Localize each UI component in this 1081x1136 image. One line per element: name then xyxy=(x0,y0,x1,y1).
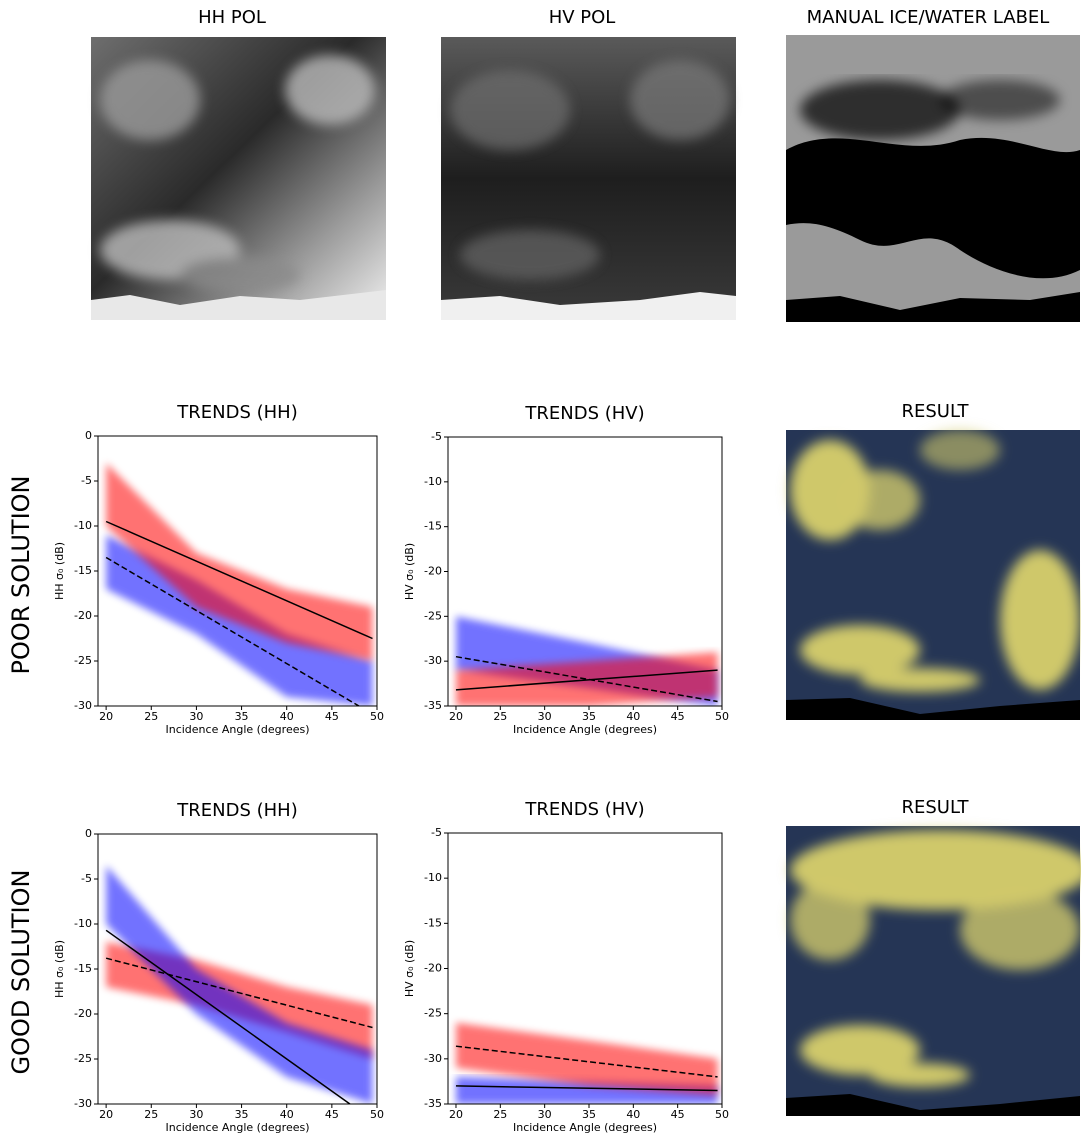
y-tick-label: -25 xyxy=(424,1007,442,1020)
y-tick-label: -25 xyxy=(424,609,442,622)
x-tick-label: 35 xyxy=(582,710,596,723)
plot-area xyxy=(455,616,718,706)
y-tick-label: 0 xyxy=(85,429,92,442)
x-tick-label: 50 xyxy=(715,1108,729,1121)
y-tick-label: -30 xyxy=(74,699,92,712)
trend-line xyxy=(455,669,718,691)
image-title: RESULT xyxy=(901,797,969,818)
y-tick-label: -10 xyxy=(424,475,442,488)
x-tick-label: 35 xyxy=(235,1108,249,1121)
y-tick-label: -5 xyxy=(81,872,92,885)
trend-line xyxy=(455,1085,718,1092)
x-tick-label: 35 xyxy=(235,710,249,723)
x-axis-label: Incidence Angle (degrees) xyxy=(513,1121,657,1134)
x-tick-label: 45 xyxy=(671,1108,685,1121)
x-tick-label: 40 xyxy=(280,710,294,723)
x-axis-label: Incidence Angle (degrees) xyxy=(513,723,657,736)
image-title: HH POL xyxy=(198,7,266,28)
trend-line xyxy=(105,929,351,1104)
image-title: MANUAL ICE/WATER LABEL xyxy=(807,7,1050,28)
y-tick-label: -25 xyxy=(74,654,92,667)
plot-area xyxy=(455,1022,718,1104)
x-tick-label: 40 xyxy=(626,710,640,723)
trend-line xyxy=(105,957,373,1029)
y-tick-label: -15 xyxy=(424,916,442,929)
x-axis-label: Incidence Angle (degrees) xyxy=(165,723,309,736)
y-tick-label: -20 xyxy=(74,609,92,622)
x-axis-label: Incidence Angle (degrees) xyxy=(165,1121,309,1134)
x-tick-label: 50 xyxy=(715,710,729,723)
row-label: POOR SOLUTION xyxy=(7,475,35,674)
y-tick-label: -30 xyxy=(74,1097,92,1110)
result-image xyxy=(786,826,1081,1116)
x-tick-label: 50 xyxy=(370,710,384,723)
y-axis-label: HH σ₀ (dB) xyxy=(53,542,66,600)
hh-image xyxy=(91,37,386,320)
x-tick-label: 45 xyxy=(325,710,339,723)
y-tick-label: -10 xyxy=(424,871,442,884)
x-tick-label: 20 xyxy=(449,1108,463,1121)
x-tick-label: 25 xyxy=(493,710,507,723)
y-tick-label: -20 xyxy=(424,962,442,975)
chart-title: TRENDS (HH) xyxy=(176,402,297,423)
x-tick-label: 30 xyxy=(538,1108,552,1121)
x-tick-label: 45 xyxy=(325,1108,339,1121)
x-tick-label: 30 xyxy=(538,710,552,723)
x-tick-label: 45 xyxy=(671,710,685,723)
y-tick-label: -15 xyxy=(424,520,442,533)
point-cloud xyxy=(455,1022,718,1095)
x-tick-label: 25 xyxy=(144,710,158,723)
label-image xyxy=(786,35,1080,322)
x-tick-label: 20 xyxy=(99,1108,113,1121)
y-tick-label: -35 xyxy=(424,1097,442,1110)
trend-line xyxy=(105,556,360,706)
y-tick-label: -30 xyxy=(424,654,442,667)
point-cloud xyxy=(106,463,373,661)
hv-image xyxy=(441,37,736,320)
y-tick-label: -25 xyxy=(74,1052,92,1065)
plot-area xyxy=(105,865,373,1104)
plot-area xyxy=(105,463,373,706)
x-tick-label: 20 xyxy=(449,710,463,723)
x-tick-label: 35 xyxy=(582,1108,596,1121)
chart-title: TRENDS (HV) xyxy=(524,799,644,820)
result-image xyxy=(786,430,1080,720)
y-tick-label: -15 xyxy=(74,564,92,577)
y-tick-label: -20 xyxy=(74,1007,92,1020)
y-tick-label: -5 xyxy=(431,826,442,839)
image-title: RESULT xyxy=(901,401,969,422)
x-tick-label: 25 xyxy=(144,1108,158,1121)
y-tick-label: -10 xyxy=(74,917,92,930)
chart-title: TRENDS (HV) xyxy=(524,403,644,424)
y-tick-label: -5 xyxy=(431,430,442,443)
trend-line xyxy=(105,520,373,640)
x-tick-label: 40 xyxy=(280,1108,294,1121)
x-tick-label: 50 xyxy=(370,1108,384,1121)
row-label: GOOD SOLUTION xyxy=(7,870,35,1075)
x-tick-label: 40 xyxy=(626,1108,640,1121)
y-tick-label: -5 xyxy=(81,474,92,487)
trend-line xyxy=(455,655,718,703)
chart-title: TRENDS (HH) xyxy=(176,800,297,821)
y-tick-label: -20 xyxy=(424,565,442,578)
y-axis-label: HH σ₀ (dB) xyxy=(53,940,66,998)
y-tick-label: -30 xyxy=(424,1052,442,1065)
y-axis-label: HV σ₀ (dB) xyxy=(403,543,416,600)
y-tick-label: -15 xyxy=(74,962,92,975)
trend-line xyxy=(455,1045,718,1078)
image-title: HV POL xyxy=(549,7,616,28)
y-tick-label: -10 xyxy=(74,519,92,532)
y-tick-label: -35 xyxy=(424,699,442,712)
x-tick-label: 20 xyxy=(99,710,113,723)
x-tick-label: 30 xyxy=(189,710,203,723)
y-tick-label: 0 xyxy=(85,827,92,840)
x-tick-label: 30 xyxy=(189,1108,203,1121)
point-cloud xyxy=(455,652,718,706)
x-tick-label: 25 xyxy=(493,1108,507,1121)
y-axis-label: HV σ₀ (dB) xyxy=(403,940,416,997)
point-cloud xyxy=(106,865,373,1104)
